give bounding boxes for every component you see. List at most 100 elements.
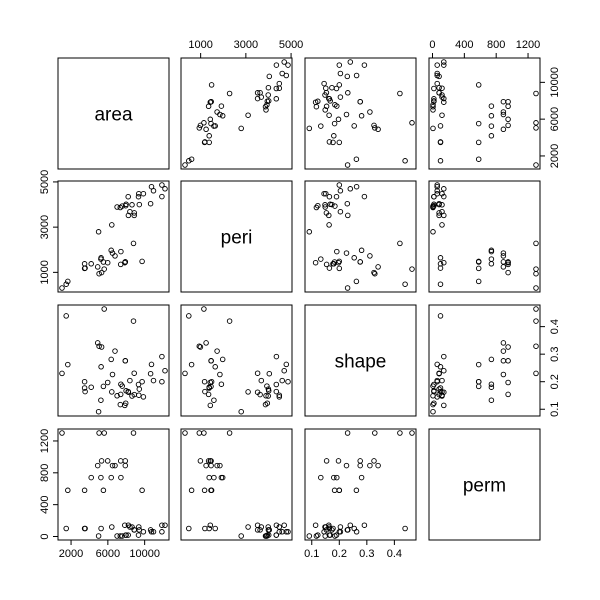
data-point <box>336 82 343 88</box>
panel-shape-vs-area <box>57 304 170 417</box>
data-point <box>441 353 447 360</box>
data-point <box>367 462 373 469</box>
data-point <box>188 361 195 368</box>
data-point <box>95 533 102 539</box>
data-point <box>117 458 124 464</box>
data-point <box>488 356 495 363</box>
data-point <box>505 269 511 276</box>
data-point <box>375 126 381 133</box>
data-point <box>500 340 507 346</box>
data-point <box>329 84 335 91</box>
data-point <box>136 392 142 398</box>
data-point <box>434 62 440 68</box>
data-point <box>212 525 218 532</box>
data-point <box>63 525 69 532</box>
panel-frame <box>180 180 293 293</box>
data-point <box>351 123 357 129</box>
data-point <box>312 99 319 105</box>
data-point <box>276 80 283 87</box>
data-point <box>279 529 285 535</box>
data-point <box>203 340 209 346</box>
tick-label: 6000 <box>549 107 561 131</box>
data-point <box>505 259 511 265</box>
tick-label: 0.2 <box>332 548 347 560</box>
data-point <box>96 430 102 436</box>
data-point <box>208 378 215 385</box>
data-point <box>430 102 436 108</box>
panel-area-vs-peri <box>180 57 293 170</box>
data-point <box>337 524 344 530</box>
data-point <box>159 182 165 188</box>
data-point <box>217 462 223 469</box>
panel-frame <box>428 57 541 170</box>
data-point <box>207 116 214 123</box>
data-point <box>135 532 142 538</box>
data-point <box>140 529 147 535</box>
data-point <box>371 122 377 129</box>
data-point <box>201 378 208 385</box>
data-point <box>186 525 192 532</box>
tick-label: 0.4 <box>387 548 402 560</box>
data-point <box>357 462 363 469</box>
data-point <box>500 250 507 256</box>
data-point <box>285 62 291 68</box>
data-point <box>182 162 188 168</box>
tick-label: 5000 <box>279 39 303 51</box>
data-point <box>331 133 337 139</box>
data-point <box>196 125 203 131</box>
data-point <box>402 281 408 287</box>
data-point <box>285 378 291 385</box>
data-point <box>182 370 188 377</box>
data-point <box>344 430 351 436</box>
data-point <box>101 306 107 312</box>
data-point <box>318 256 324 262</box>
data-point <box>162 367 168 374</box>
data-point <box>98 474 104 481</box>
data-point <box>323 85 329 91</box>
data-point <box>475 383 482 390</box>
data-point <box>276 394 283 400</box>
data-point <box>430 229 436 235</box>
data-point <box>257 527 263 533</box>
data-point <box>488 123 495 129</box>
tick-label: 0.3 <box>549 347 561 362</box>
data-point <box>330 139 336 146</box>
data-point <box>500 111 507 118</box>
data-point <box>336 182 343 188</box>
data-point <box>136 190 142 197</box>
data-point <box>367 253 373 259</box>
data-point <box>488 248 495 255</box>
data-point <box>351 255 357 261</box>
data-point <box>214 348 220 354</box>
data-point <box>273 353 280 360</box>
data-point <box>94 340 101 346</box>
data-point <box>65 361 71 368</box>
data-point <box>108 356 114 363</box>
data-point <box>500 371 507 378</box>
data-point <box>109 389 115 395</box>
tick-label: 10000 <box>549 67 561 98</box>
data-point <box>98 255 104 261</box>
data-point <box>109 371 116 378</box>
tick-label: 0.4 <box>549 319 561 334</box>
data-point <box>372 270 378 277</box>
data-point <box>344 200 351 207</box>
data-point <box>98 364 104 370</box>
data-point <box>265 386 272 392</box>
panel-frame <box>304 304 417 417</box>
data-point <box>431 85 437 92</box>
data-point <box>201 120 207 126</box>
data-point <box>208 358 214 364</box>
data-point <box>318 474 324 481</box>
data-point <box>263 393 269 399</box>
data-point <box>147 200 154 207</box>
data-point <box>266 370 273 377</box>
data-point <box>323 103 330 110</box>
data-point <box>347 59 354 65</box>
data-point <box>345 90 351 96</box>
data-point <box>330 525 336 532</box>
data-point <box>94 264 101 270</box>
data-point <box>358 247 365 254</box>
data-point <box>100 259 107 265</box>
variable-name-perm: perm <box>463 476 506 497</box>
